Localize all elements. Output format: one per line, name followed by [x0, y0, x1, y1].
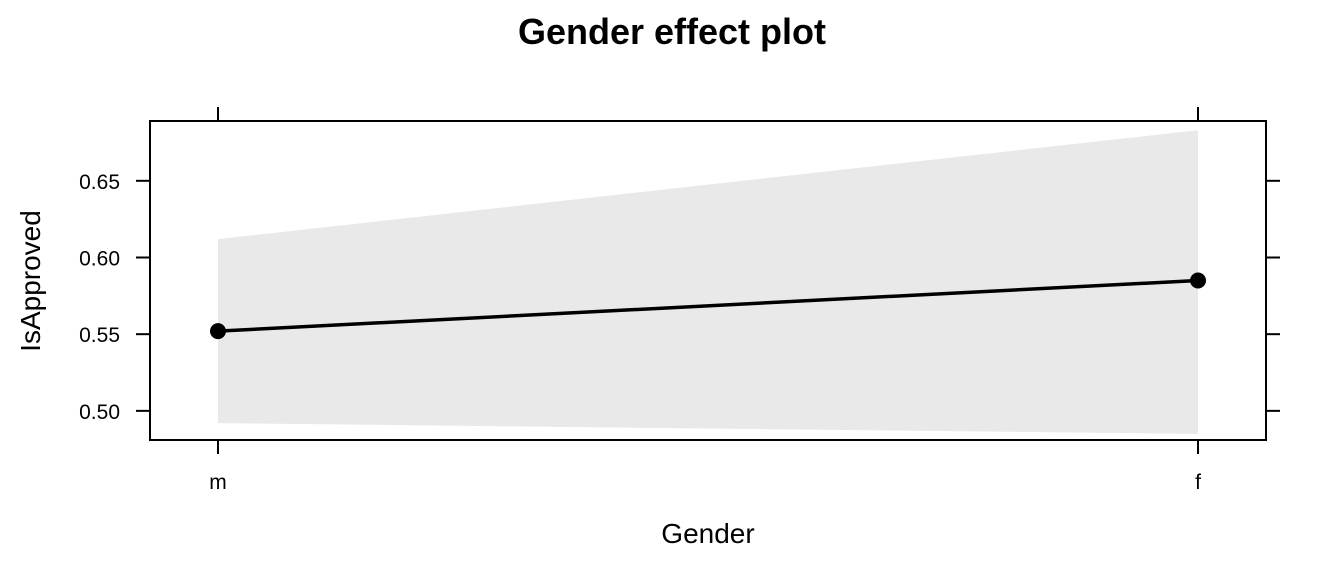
y-tick-label: 0.65: [79, 171, 120, 194]
data-point-m: [210, 323, 226, 340]
x-axis-title: Gender: [661, 518, 754, 549]
plot-area: 0.50 0.55 0.60 0.65 m f: [79, 107, 1280, 494]
effect-line: [217, 278, 1199, 333]
confidence-band: [218, 130, 1198, 434]
y-tick-label: 0.55: [79, 324, 120, 347]
data-point-f: [1190, 272, 1206, 289]
y-tick-label: 0.50: [79, 401, 120, 424]
chart-title: Gender effect plot: [518, 11, 826, 52]
y-axis-title: IsApproved: [15, 210, 46, 352]
y-tick-label: 0.60: [79, 247, 120, 270]
x-tick-label-f: f: [1195, 471, 1201, 494]
x-tick-label-m: m: [209, 471, 227, 494]
plot-frame: [149, 120, 1267, 441]
